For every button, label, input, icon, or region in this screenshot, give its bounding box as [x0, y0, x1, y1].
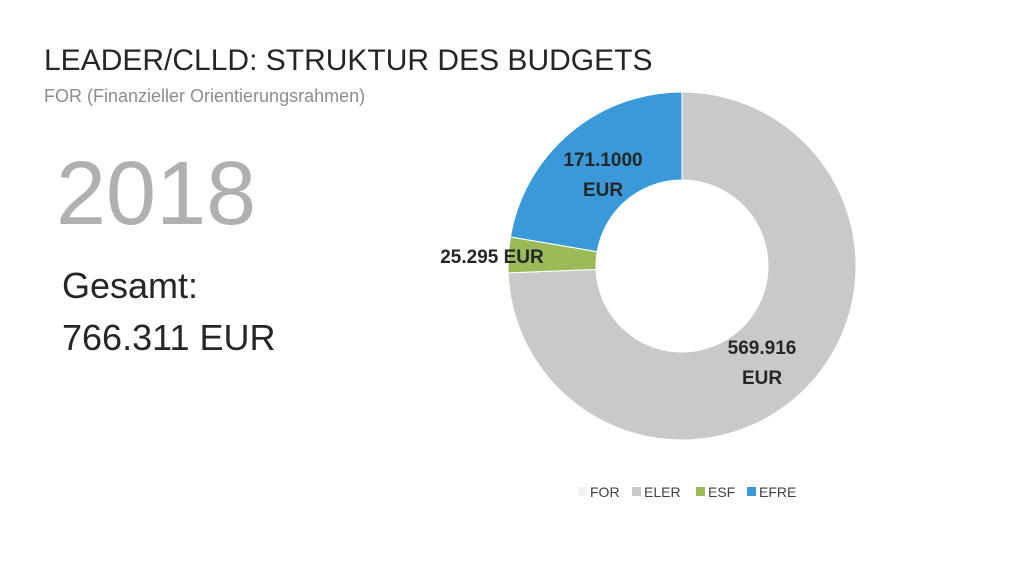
- year: 2018: [56, 144, 256, 244]
- title: LEADER/CLLD: STRUKTUR DES BUDGETS: [44, 44, 652, 77]
- total-value: 766.311 EUR: [62, 317, 275, 358]
- legend-swatch: [747, 487, 756, 496]
- data-label: 569.916 EUR: [728, 338, 797, 389]
- total-label: Gesamt:: [62, 265, 198, 306]
- subtitle: FOR (Finanzieller Orientierungsrahmen): [44, 86, 365, 106]
- legend-swatch: [696, 487, 705, 496]
- donut-slice: [509, 91, 683, 253]
- legend-label: EFRE: [759, 484, 796, 500]
- data-label: 25.295 EUR: [440, 247, 544, 268]
- legend-label: FOR: [590, 484, 620, 500]
- data-label: 171.1000 EUR: [563, 150, 642, 201]
- legend-swatch: [632, 487, 641, 496]
- donut-slice: [507, 91, 857, 441]
- legend-label: ELER: [644, 484, 681, 500]
- legend-swatch: [578, 487, 587, 496]
- legend-label: ESF: [708, 484, 735, 500]
